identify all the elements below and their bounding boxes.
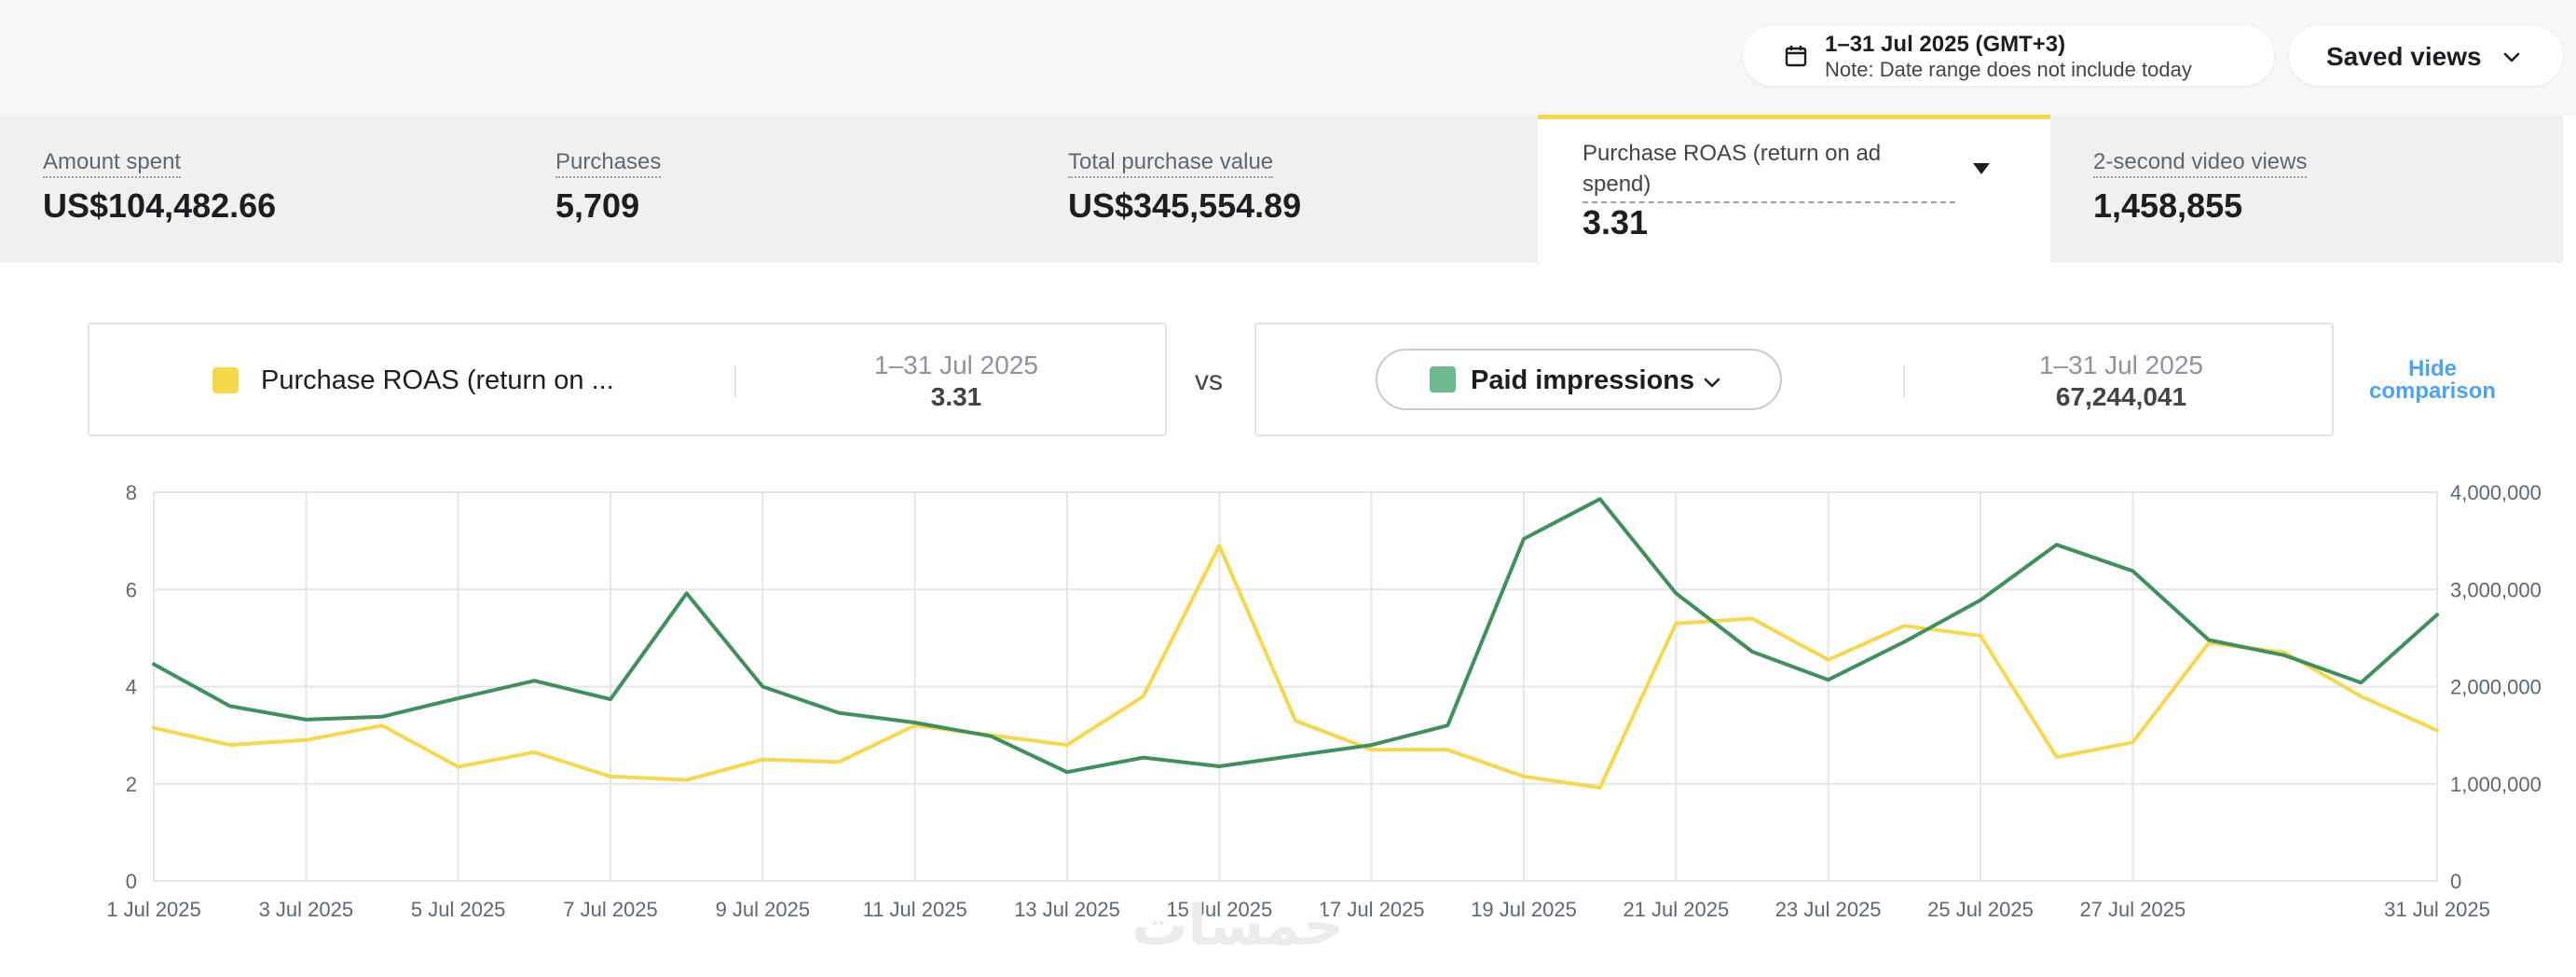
y-left-tick-label: 0 <box>126 870 137 893</box>
metric-value: 1,458,855 <box>2093 186 2243 225</box>
metric-value: 5,709 <box>555 186 640 225</box>
metric-2-second-video-views[interactable]: 2-second video views 1,458,855 <box>2050 116 2563 263</box>
x-tick-label: 31 Jul 2025 <box>2384 898 2490 921</box>
x-tick-label: 19 Jul 2025 <box>1471 898 1577 921</box>
metric-label: Total purchase value <box>1068 149 1274 178</box>
x-tick-label: 21 Jul 2025 <box>1623 898 1729 921</box>
metric-value: US$345,554.89 <box>1068 186 1302 225</box>
metric-value: US$104,482.66 <box>43 186 277 225</box>
caret-down-icon[interactable] <box>1972 162 1991 175</box>
comparison-metric-label: Paid impressions <box>1471 365 1695 395</box>
metric-total-purchase-value[interactable]: Total purchase value US$345,554.89 <box>1025 116 1538 263</box>
comparison-metric-dropdown[interactable]: Paid impressions <box>1376 349 1782 410</box>
y-right-tick-label: 1,000,000 <box>2450 773 2542 796</box>
primary-metric-label: Purchase ROAS (return on ... <box>261 365 614 395</box>
comparison-date: 1–31 Jul 2025 <box>2039 351 2203 379</box>
y-left-tick-label: 4 <box>126 676 137 699</box>
date-range-note: Note: Date range does not include today <box>1825 58 2192 81</box>
x-tick-label: 1 Jul 2025 <box>106 898 201 921</box>
y-left-tick-label: 6 <box>126 578 137 601</box>
saved-views-label: Saved views <box>2326 42 2482 71</box>
saved-views-button[interactable]: Saved views <box>2289 26 2563 86</box>
calendar-icon <box>1785 46 1807 67</box>
primary-date: 1–31 Jul 2025 <box>874 351 1038 379</box>
x-tick-label: 23 Jul 2025 <box>1775 898 1882 921</box>
primary-metric-card: Purchase ROAS (return on ... 1–31 Jul 20… <box>88 323 1167 436</box>
x-tick-label: 9 Jul 2025 <box>716 898 811 921</box>
comparison-value: 67,244,041 <box>2055 382 2187 411</box>
x-tick-label: 5 Jul 2025 <box>411 898 506 921</box>
y-right-tick-label: 3,000,000 <box>2450 578 2542 601</box>
y-right-tick-label: 0 <box>2450 870 2461 893</box>
y-right-tick-label: 4,000,000 <box>2450 481 2542 504</box>
x-tick-label: 15 Jul 2025 <box>1166 898 1272 921</box>
metric-label: Purchase ROAS (return on ad spend) <box>1583 138 1955 203</box>
vs-label: vs <box>1195 365 1223 396</box>
primary-value: 3.31 <box>930 382 982 411</box>
x-tick-label: 11 Jul 2025 <box>863 898 967 921</box>
date-range-label: 1–31 Jul 2025 (GMT+3) <box>1825 32 2066 57</box>
series-line-purchase-roas <box>152 544 2439 790</box>
hide-comparison-line1: Hide <box>2407 356 2457 381</box>
comparison-metric-card: Paid impressions 1–31 Jul 2025 67,244,04… <box>1254 323 2334 436</box>
y-right-tick-label: 2,000,000 <box>2450 676 2542 699</box>
metric-purchase-roas[interactable]: Purchase ROAS (return on ad spend) 3.31 <box>1538 115 2050 267</box>
x-tick-label: 25 Jul 2025 <box>1927 898 2034 921</box>
chevron-down-icon <box>2503 52 2520 62</box>
legend-swatch-green <box>1430 366 1456 392</box>
metric-amount-spent[interactable]: Amount spent US$104,482.66 <box>0 116 513 263</box>
comparison-line-chart: 0 0 2 1,000,000 4 2,000,000 6 3,000,000 8 4,000,0… <box>106 481 2542 921</box>
divider <box>1903 365 1905 397</box>
hide-comparison-link[interactable]: Hide comparison <box>2358 358 2507 403</box>
chevron-down-icon <box>1704 378 1720 388</box>
watermark: خمسات <box>1131 894 1344 956</box>
x-tick-label: 17 Jul 2025 <box>1319 898 1425 921</box>
x-tick-label: 27 Jul 2025 <box>2079 898 2185 921</box>
top-bar: 1–31 Jul 2025 (GMT+3) Note: Date range d… <box>0 0 2576 116</box>
metrics-strip: Amount spent US$104,482.66 Purchases 5,7… <box>0 115 2563 267</box>
metric-label: Amount spent <box>43 149 182 178</box>
y-left-tick-label: 8 <box>126 481 137 504</box>
legend-swatch-yellow <box>212 367 239 393</box>
divider <box>734 365 736 397</box>
metric-value: 3.31 <box>1583 203 1649 241</box>
metric-label: 2-second video views <box>2093 149 2308 178</box>
x-tick-label: 7 Jul 2025 <box>563 898 658 921</box>
date-range-button[interactable]: 1–31 Jul 2025 (GMT+3) Note: Date range d… <box>1743 26 2274 86</box>
metric-purchases[interactable]: Purchases 5,709 <box>513 116 1025 263</box>
series-line-paid-impressions <box>152 497 2439 775</box>
metric-label: Purchases <box>555 149 662 178</box>
x-tick-label: 3 Jul 2025 <box>259 898 354 921</box>
hide-comparison-line2: comparison <box>2368 378 2497 404</box>
x-tick-label: 13 Jul 2025 <box>1014 898 1120 921</box>
y-left-tick-label: 2 <box>126 773 137 796</box>
